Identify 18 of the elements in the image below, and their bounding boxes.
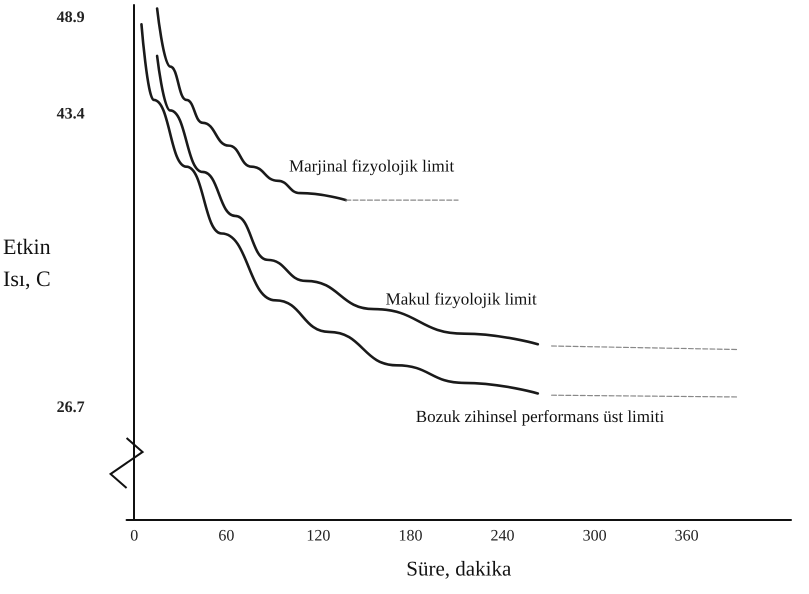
x-tick-label: 240 bbox=[490, 528, 515, 544]
y-tick-label: 43.4 bbox=[56, 105, 85, 122]
x-tick-label: 60 bbox=[218, 528, 234, 544]
line-series bbox=[156, 7, 348, 202]
line-series bbox=[140, 23, 540, 395]
x-tick-label: 0 bbox=[130, 528, 138, 544]
x-tick-label: 180 bbox=[398, 528, 422, 544]
x-tick-label: 120 bbox=[306, 528, 330, 544]
x-tick-label: 300 bbox=[582, 528, 607, 544]
series-label: Makul fizyolojik limit bbox=[386, 290, 537, 309]
y-tick-label: 26.7 bbox=[56, 399, 85, 416]
series-label: Marjinal fizyolojik limit bbox=[288, 156, 454, 176]
y-tick-label: 48.9 bbox=[56, 8, 85, 26]
line-series bbox=[156, 54, 540, 346]
x-tick-label: 360 bbox=[674, 528, 699, 544]
series-label: Bozuk zihinsel performans üst limiti bbox=[416, 406, 664, 426]
x-axis-title: Süre, dakika bbox=[406, 556, 512, 580]
y-axis-title: Etkin Isı, C bbox=[2, 234, 51, 291]
